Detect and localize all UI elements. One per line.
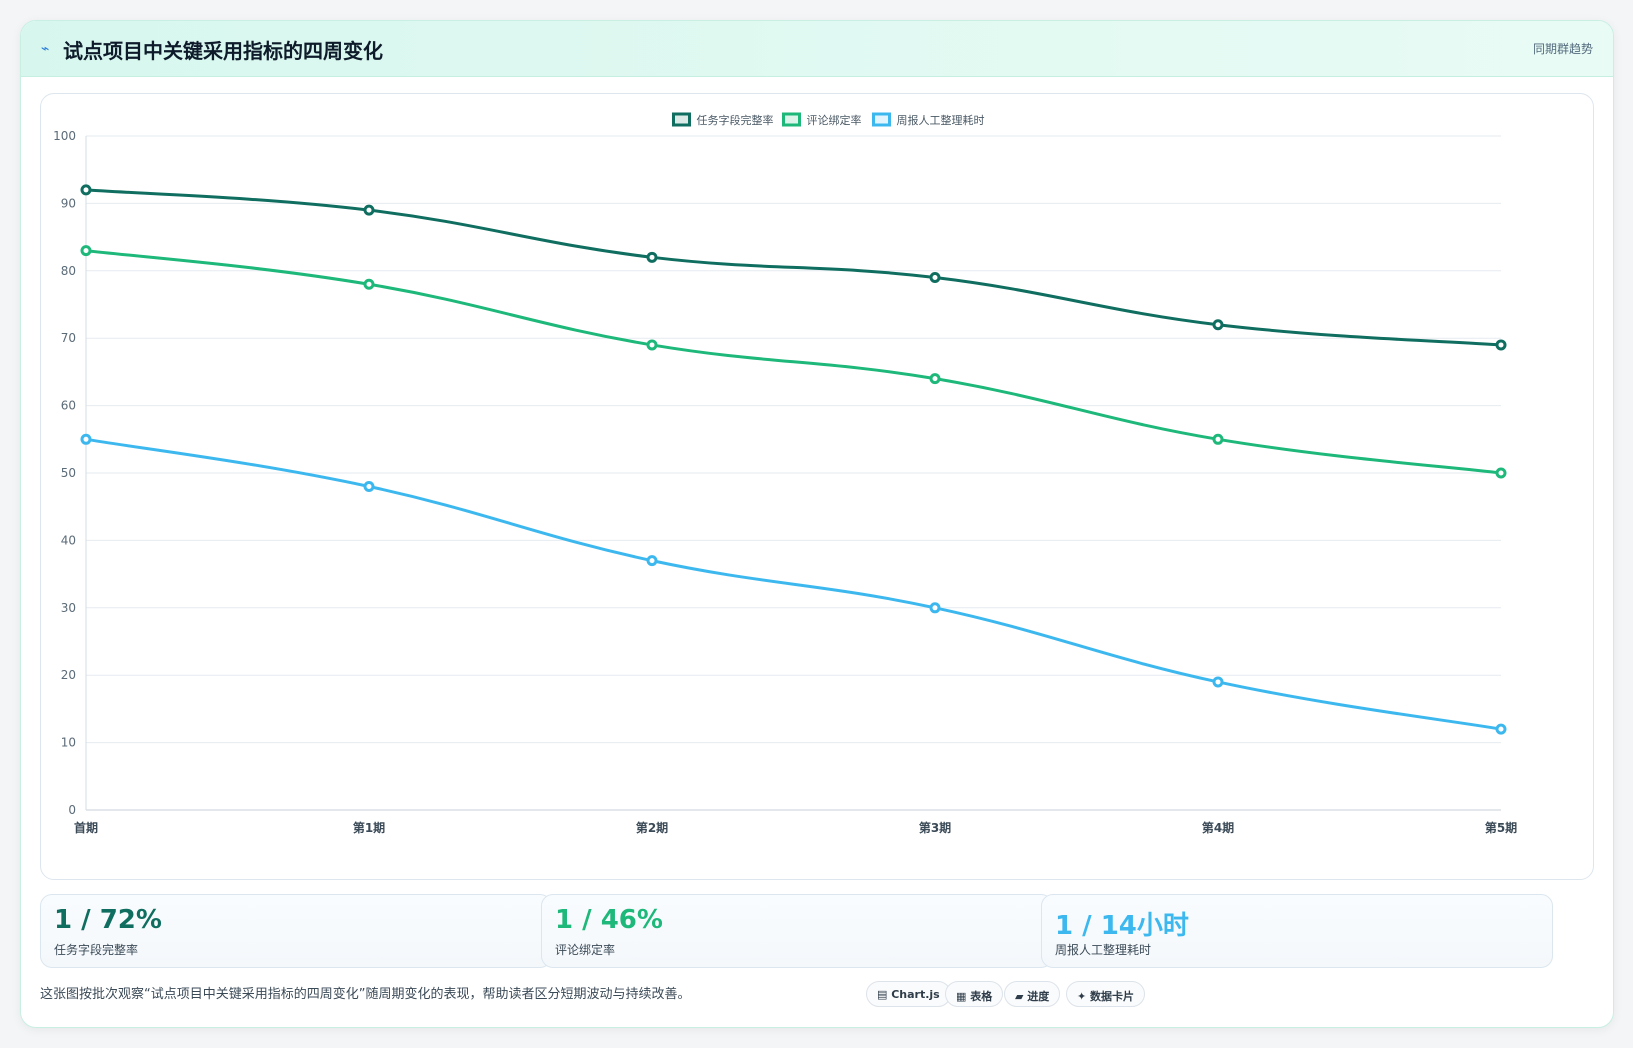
line-chart: 0 10 20 30 40 50 60 70 80 90 100 首期 第1期 第2期 第3期 第4期 第5期 任… xyxy=(53,112,1517,835)
pill-table[interactable]: ▦ 表格 xyxy=(945,981,1004,1007)
data-point xyxy=(1495,339,1507,351)
stat-card: 1 / 72% 任务字段完整率 xyxy=(40,894,552,968)
data-point xyxy=(1212,319,1224,331)
stat-label: 任务字段完整率 xyxy=(54,943,139,957)
x-tick-label: 首期 xyxy=(74,820,98,835)
data-point xyxy=(929,272,941,284)
pill-chartjs[interactable]: ▤ Chart.js xyxy=(866,981,951,1007)
stat-value: 1 / 72% xyxy=(54,905,162,935)
series-line xyxy=(85,437,1502,731)
data-point xyxy=(80,245,92,257)
sparkline-icon: ⌁ xyxy=(41,41,50,57)
x-tick-label: 第5期 xyxy=(1485,820,1517,835)
y-tick-label: 30 xyxy=(61,601,76,615)
pill-progress[interactable]: ▰ 进度 xyxy=(1004,981,1061,1007)
legend-label: 评论绑定率 xyxy=(807,113,862,127)
y-tick-label: 100 xyxy=(53,129,76,143)
legend-swatch xyxy=(782,112,801,127)
series-line xyxy=(85,188,1502,347)
data-point xyxy=(363,278,375,290)
data-point xyxy=(929,602,941,614)
header-tag: 同期群趋势 xyxy=(1532,42,1593,56)
data-point xyxy=(363,480,375,492)
legend-swatch xyxy=(672,112,691,127)
x-tick-label: 第1期 xyxy=(353,820,385,835)
stat-card: 1 / 46% 评论绑定率 xyxy=(541,894,1053,968)
stat-card: 1 / 14小时 周报人工整理耗时 xyxy=(1041,894,1553,968)
y-tick-label: 80 xyxy=(61,264,76,278)
stat-value: 1 / 46% xyxy=(555,905,663,935)
data-point xyxy=(363,204,375,216)
chart-description: 这张图按批次观察“试点项目中关键采用指标的四周变化”随周期变化的表现，帮助读者区… xyxy=(40,987,691,1002)
y-tick-label: 10 xyxy=(61,736,76,750)
x-tick-label: 第4期 xyxy=(1202,820,1234,835)
legend-label: 周报人工整理耗时 xyxy=(897,113,985,127)
y-tick-label: 60 xyxy=(61,399,76,413)
data-point xyxy=(646,251,658,263)
chart-card: ⌁ 试点项目中关键采用指标的四周变化 同期群趋势 0 10 20 30 40 50 60 70… xyxy=(20,20,1614,1028)
legend-label: 任务字段完整率 xyxy=(697,113,774,127)
y-tick-label: 40 xyxy=(61,533,76,547)
data-point xyxy=(1495,467,1507,479)
x-tick-label: 第2期 xyxy=(636,820,668,835)
data-point xyxy=(80,184,92,196)
pill-data-card[interactable]: ✦ 数据卡片 xyxy=(1066,981,1146,1007)
stat-value: 1 / 14小时 xyxy=(1055,911,1189,941)
data-point xyxy=(80,433,92,445)
legend-swatch xyxy=(872,112,891,127)
y-tick-label: 90 xyxy=(61,196,76,210)
data-point xyxy=(1212,433,1224,445)
chart-area: 0 10 20 30 40 50 60 70 80 90 100 首期 第1期 第2期 第3期 第4期 第5期 任… xyxy=(40,93,1594,880)
series-line xyxy=(85,249,1502,475)
y-tick-label: 50 xyxy=(61,466,76,480)
y-tick-label: 20 xyxy=(61,668,76,682)
data-point xyxy=(1212,676,1224,688)
stat-label: 评论绑定率 xyxy=(555,943,616,957)
data-point xyxy=(646,555,658,567)
y-tick-label: 0 xyxy=(68,803,76,817)
page-title: 试点项目中关键采用指标的四周变化 xyxy=(63,39,383,63)
card-header: ⌁ 试点项目中关键采用指标的四周变化 同期群趋势 xyxy=(21,21,1613,77)
x-tick-label: 第3期 xyxy=(919,820,951,835)
stat-label: 周报人工整理耗时 xyxy=(1055,943,1152,957)
data-point xyxy=(929,373,941,385)
data-point xyxy=(1495,723,1507,735)
data-point xyxy=(646,339,658,351)
y-tick-label: 70 xyxy=(61,331,76,345)
